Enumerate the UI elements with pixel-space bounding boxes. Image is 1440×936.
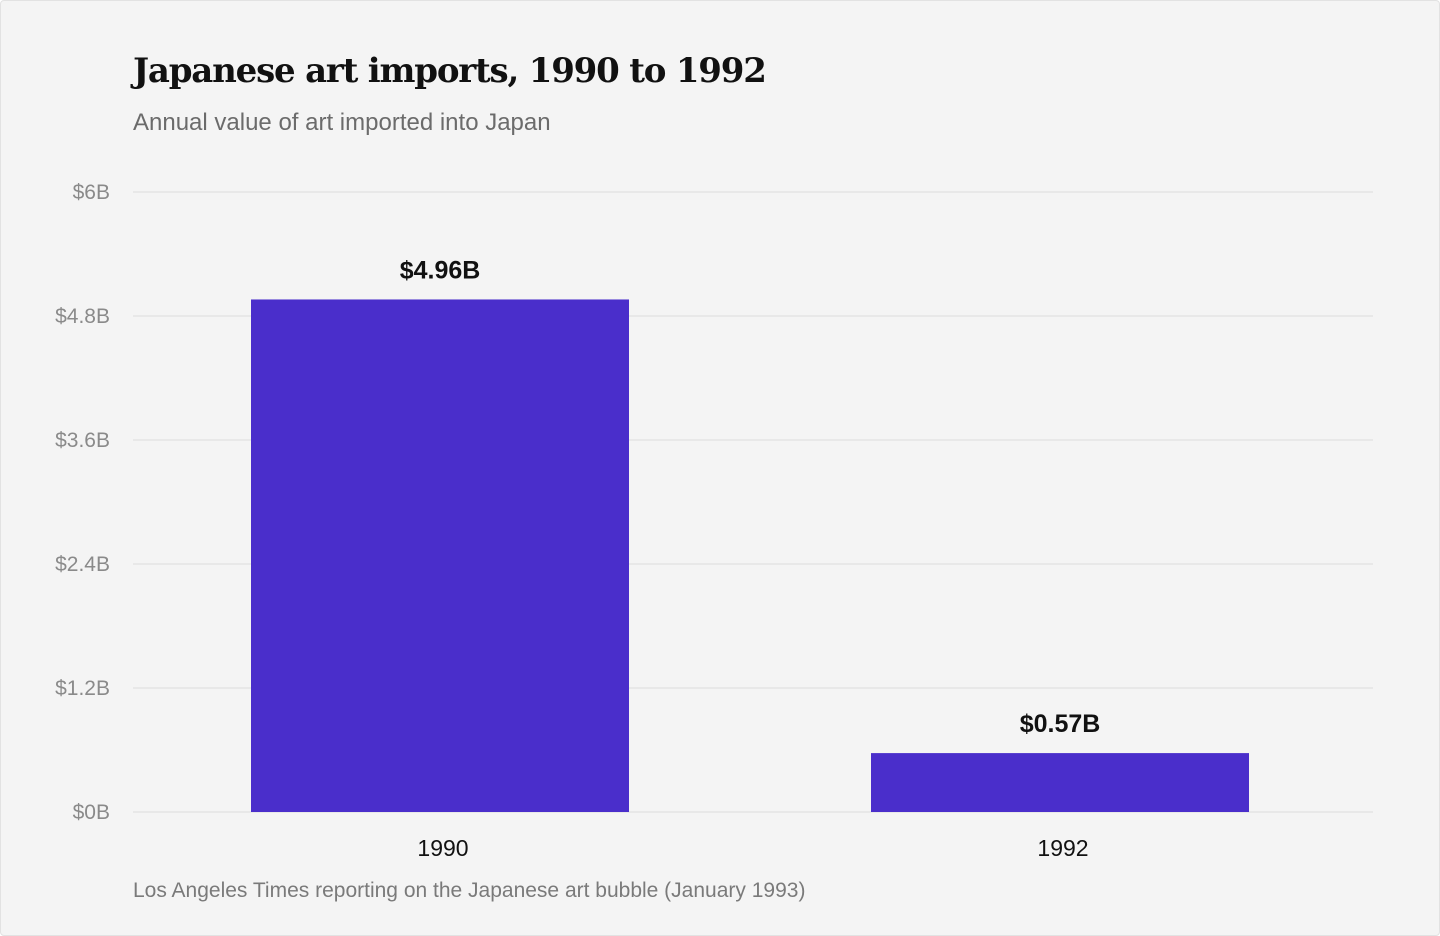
y-axis-ticks: $0B $1.2B $2.4B $3.6B $4.8B $6B (55, 181, 110, 824)
chart-source: Los Angeles Times reporting on the Japan… (133, 879, 806, 902)
y-tick-label: $2.4B (55, 553, 110, 576)
x-category-label: 1992 (1037, 835, 1088, 861)
y-tick-label: $4.8B (55, 305, 110, 328)
x-category-label: 1990 (417, 835, 468, 861)
x-axis-categories: 1990 1992 (417, 835, 1088, 861)
bars (251, 299, 1249, 812)
chart-subtitle: Annual value of art imported into Japan (133, 109, 551, 136)
bar-1990 (251, 299, 629, 812)
value-labels: $4.96B $0.57B (400, 256, 1101, 738)
chart-title: Japanese art imports, 1990 to 1992 (133, 51, 767, 91)
bar-1992 (871, 753, 1249, 812)
y-tick-label: $6B (73, 181, 110, 204)
y-tick-label: $0B (73, 801, 110, 824)
bar-value-label: $4.96B (400, 256, 481, 284)
y-tick-label: $1.2B (55, 677, 110, 700)
y-tick-label: $3.6B (55, 429, 110, 452)
bar-value-label: $0.57B (1020, 710, 1101, 738)
